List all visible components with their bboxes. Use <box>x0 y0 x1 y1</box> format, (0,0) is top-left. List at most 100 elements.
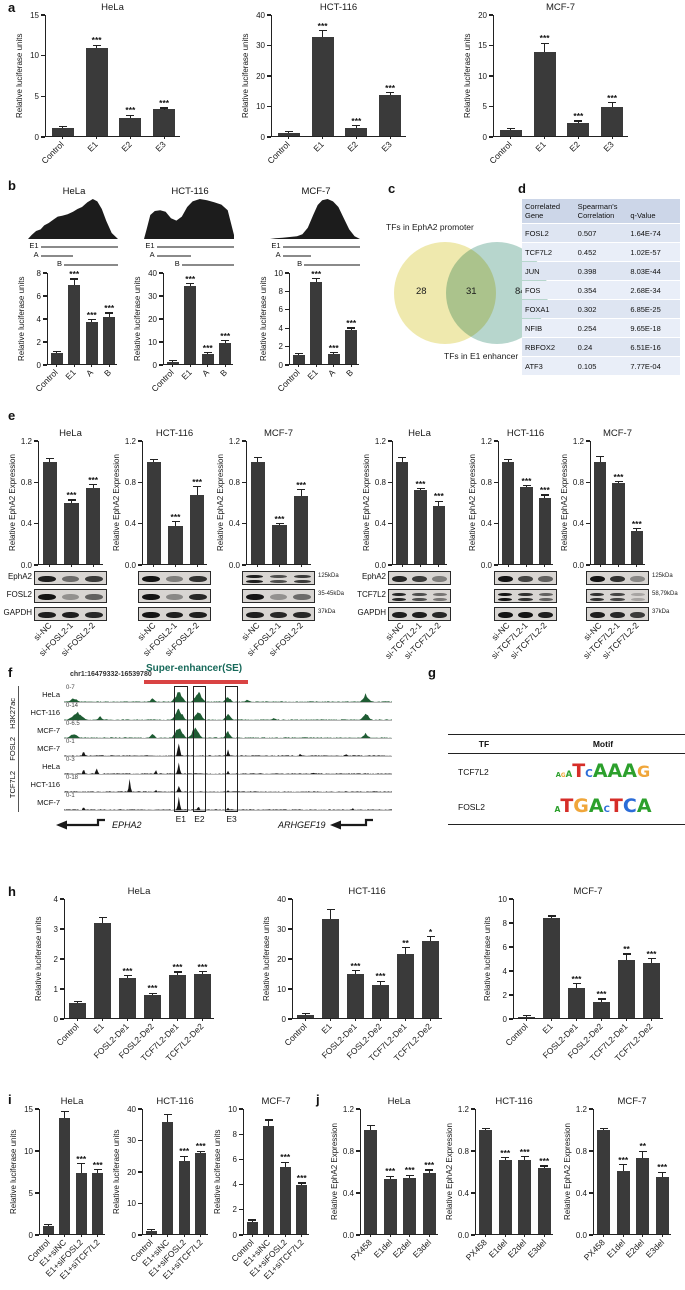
error-bar-cap <box>401 947 410 949</box>
y-tick <box>585 523 590 525</box>
bar-si-TCF7L2-2 <box>630 531 643 564</box>
error-bar <box>224 341 226 344</box>
y-tick-label: 5 <box>34 91 39 101</box>
region-box-label: E2 <box>194 814 205 824</box>
protein-band <box>497 612 513 618</box>
error-bar <box>642 1151 644 1159</box>
error-bar <box>370 1126 372 1131</box>
y-tick <box>238 1158 243 1160</box>
chart-body: Relative luciferase units 0 5 10 15 Control **… <box>14 11 180 166</box>
table-cell: JUN <box>522 262 575 280</box>
region-label: B <box>174 259 180 268</box>
protein-band <box>165 612 184 618</box>
plot-area: Control *** E1 *** E2 *** E3 <box>40 15 180 166</box>
plot-area: Control *** E1 *** E2 *** E3 <box>488 15 628 166</box>
error-bar <box>174 522 177 527</box>
y-tick <box>40 55 45 57</box>
y-axis: 0.0 0.4 0.8 1.2 <box>570 437 590 570</box>
y-tick <box>33 481 38 483</box>
bar-A <box>327 354 340 364</box>
y-tick-label: 0.0 <box>374 560 386 570</box>
y-tick <box>59 988 64 990</box>
table-cell: FOS <box>522 281 575 299</box>
y-tick-label: 0 <box>131 1230 136 1240</box>
table-cell: 2.68E-34 <box>627 281 680 299</box>
plot-area: Control E1+siNC *** E1+siFOSL2 *** E1+siTCF7L… <box>128 1109 208 1281</box>
protein-band <box>85 594 104 600</box>
error-bar <box>544 495 546 498</box>
significance: *** <box>69 269 80 280</box>
x-tick-label: E1del <box>604 1237 627 1260</box>
significance: *** <box>185 273 196 284</box>
y-tick <box>588 1108 593 1110</box>
y-tick-label: 4 <box>53 894 58 904</box>
protein-band <box>589 592 605 596</box>
y-axis-label: Relative EphA2 Expression <box>468 454 477 552</box>
blot-strip <box>494 571 557 585</box>
error-bar-cap <box>658 1171 667 1173</box>
y-tick-label: 10 <box>228 1104 237 1114</box>
western-blot <box>494 571 557 625</box>
bar-E3del <box>537 1167 551 1234</box>
gene-arrow-icon <box>329 818 373 830</box>
y-tick-label: 1.2 <box>228 436 240 446</box>
protein-band <box>630 612 646 618</box>
track-range: 0-1 <box>66 793 75 799</box>
error-bar-cap <box>596 455 605 457</box>
chart-title: MCF-7 <box>301 186 331 197</box>
chart-title: MCF-7 <box>263 428 294 439</box>
error-bar <box>257 457 259 462</box>
x-tick <box>636 563 638 568</box>
x-tick <box>62 135 64 140</box>
panel-a-label: a <box>8 0 16 15</box>
plot-area: Control E1+siNC *** E1+siFOSL2 *** E1+siTCF7L… <box>25 1109 105 1281</box>
panel-b-mcf7: MCF-7 E1 A B Relative luciferase units 0 2 4 6… <box>258 186 364 394</box>
bar-si-FOSL2-2 <box>294 495 309 564</box>
protein-band <box>432 592 448 596</box>
protein-band <box>269 574 287 578</box>
epha2-expression-chart: MCF-7 Relative EphA2 Expression 0.0 0.4 0.8 1… <box>559 428 645 661</box>
chart-body: Relative luciferase units 0 10 20 30 40 Contro… <box>240 11 406 166</box>
bar-FOSL2-De2 <box>593 1002 610 1018</box>
blot-label: GAPDH <box>3 608 32 617</box>
x-tick-label: E2del <box>623 1237 647 1260</box>
chart-body: Relative luciferase units 0 10 20 30 40 Contro… <box>111 1105 208 1281</box>
y-axis: 0.0 0.4 0.8 1.2 <box>18 437 38 570</box>
error-bar <box>278 524 281 526</box>
bar-E1 <box>184 285 197 364</box>
protein-band <box>412 598 427 601</box>
x-tick <box>174 563 177 568</box>
bar-Control <box>277 133 300 136</box>
region-line <box>156 255 191 257</box>
significance: *** <box>607 92 618 103</box>
chart-body: Relative luciferase units 0 2 4 6 8 Control ***… <box>16 269 122 394</box>
error-bar-cap <box>89 484 98 486</box>
x-tick-label: B <box>217 367 229 379</box>
table-row: JUN 0.398 8.03E-44 <box>522 262 680 280</box>
significance: *** <box>571 973 582 984</box>
motif-logo: ATGACTCA <box>520 797 685 816</box>
x-tick-label: A <box>326 367 338 379</box>
significance: *** <box>88 474 99 485</box>
error-bar <box>56 352 58 353</box>
protein-band <box>165 576 184 582</box>
y-tick <box>387 440 392 442</box>
protein-band <box>589 576 605 582</box>
x-tick <box>129 135 131 140</box>
x-tick <box>389 1233 391 1238</box>
error-bar <box>73 279 75 285</box>
table-cell: 0.398 <box>574 262 628 280</box>
significance: *** <box>170 511 181 522</box>
y-tick <box>34 1108 39 1110</box>
region-label: A <box>275 250 281 259</box>
y-axis: 0 2 4 6 8 10 <box>493 895 513 1024</box>
plot-area: PX458 *** E1del ** E2del *** E3del <box>582 1109 671 1262</box>
y-tick <box>508 922 513 924</box>
error-bar-cap <box>312 278 321 280</box>
cell-line-label: HeLa <box>42 690 60 699</box>
significance: *** <box>296 1173 307 1184</box>
region-label: B <box>56 259 62 268</box>
protein-band <box>246 574 264 578</box>
y-tick-label: 20 <box>478 10 487 20</box>
bar-A <box>201 353 214 364</box>
